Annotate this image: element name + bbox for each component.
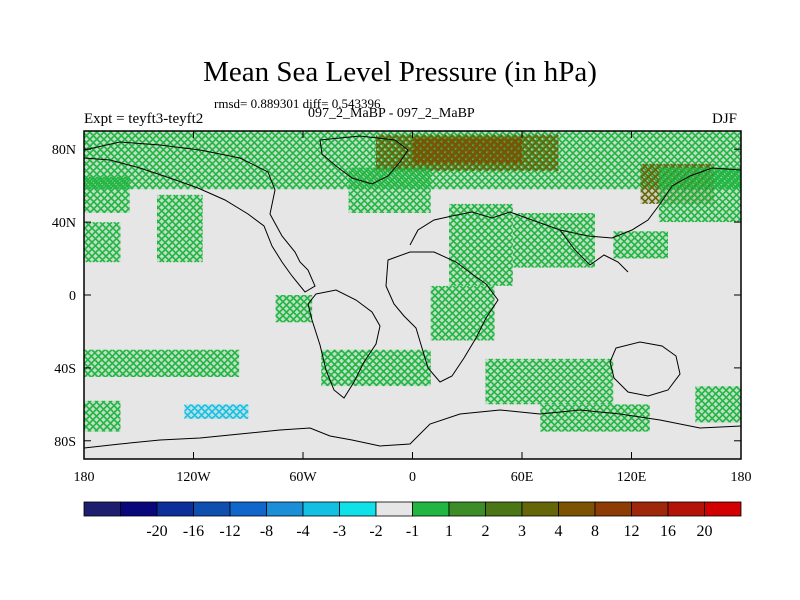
anomaly-region <box>184 404 249 419</box>
anomaly-region <box>84 400 121 432</box>
colorbar-swatch <box>704 501 742 517</box>
anomaly-region <box>695 386 741 423</box>
coastline-greenland <box>319 135 409 185</box>
anomaly-region <box>430 285 495 341</box>
colorbar-label: 4 <box>555 523 563 540</box>
anomaly-region <box>84 222 121 263</box>
x-tick-label: 120W <box>176 470 211 485</box>
colorbar-label: 1 <box>445 523 453 540</box>
anomaly-region <box>540 404 650 432</box>
anomaly-region <box>157 194 203 263</box>
anomaly-region <box>485 358 614 405</box>
y-tick-label: 80N <box>52 143 76 158</box>
coastline-antarctica <box>84 409 741 449</box>
colorbar-label: -1 <box>406 523 419 540</box>
y-tick-label: 40N <box>52 216 76 231</box>
anomaly-region <box>512 213 595 268</box>
anomaly-region <box>84 176 130 213</box>
colorbar-label: 16 <box>660 523 676 540</box>
anomaly-region <box>613 231 668 259</box>
anomaly-region <box>84 349 240 377</box>
anomaly-region <box>275 295 313 323</box>
colorbar-swatch <box>485 501 523 517</box>
colorbar-swatch <box>375 501 413 517</box>
colorbar-label: -20 <box>146 523 167 540</box>
colorbar-swatch <box>302 501 340 517</box>
colorbar-swatch <box>521 501 559 517</box>
colorbar-label: 3 <box>518 523 526 540</box>
x-tick-label: 180 <box>74 470 95 485</box>
coastline-australia <box>609 341 681 397</box>
anomaly-region <box>412 138 522 164</box>
y-tick-label: 0 <box>69 289 76 304</box>
colorbar-label: 12 <box>624 523 640 540</box>
colorbar-swatch <box>266 501 304 517</box>
colorbar-swatch <box>631 501 669 517</box>
colorbar-swatch <box>448 501 486 517</box>
axes: 180 120W 60W 0 60E 120E 180 80N 40N 0 40S 80S <box>52 131 752 485</box>
stats-text: rmsd= 0.889301 diff= 0.543396 <box>214 96 381 111</box>
colorbar: -20 -16 -12 -8 -4 -3 -2 -1 1 2 3 4 8 12 16 20 <box>83 501 742 540</box>
colorbar-label: -8 <box>260 523 273 540</box>
coastline-africa <box>385 251 499 383</box>
anomaly-region <box>449 203 513 286</box>
colorbar-swatch <box>83 501 121 517</box>
colorbar-swatch <box>156 501 194 517</box>
coastline-north-america <box>84 141 316 293</box>
x-tick-label: 120E <box>617 470 647 485</box>
anomaly-region <box>348 167 431 213</box>
coastlines <box>84 135 741 449</box>
colorbar-swatch <box>594 501 632 517</box>
coastline-eurasia <box>409 167 741 273</box>
anomaly-region <box>321 349 431 387</box>
x-tick-label: 0 <box>409 470 416 485</box>
colorbar-swatch <box>558 501 596 517</box>
anomaly-region <box>658 167 741 223</box>
center-label: 097_2_MaBP - 097_2_MaBP <box>308 106 475 121</box>
x-tick-label: 180 <box>731 470 752 485</box>
x-tick-label: 60W <box>289 470 317 485</box>
season-label: DJF <box>712 111 738 127</box>
colorbar-label: 2 <box>482 523 490 540</box>
colorbar-swatch <box>229 501 267 517</box>
colorbar-label: 20 <box>697 523 713 540</box>
colorbar-label: -12 <box>219 523 240 540</box>
x-tick-label: 60E <box>511 470 534 485</box>
y-tick-label: 40S <box>54 362 76 377</box>
coastline-south-america <box>307 289 381 399</box>
colorbar-swatch <box>193 501 231 517</box>
colorbar-swatch <box>120 501 158 517</box>
colorbar-label: 8 <box>591 523 599 540</box>
colorbar-swatch <box>339 501 377 517</box>
y-tick-label: 80S <box>54 435 76 450</box>
colorbar-swatch <box>412 501 450 517</box>
colorbar-label: -16 <box>183 523 204 540</box>
colorbar-label: -3 <box>333 523 346 540</box>
colorbar-label: -4 <box>296 523 309 540</box>
colorbar-label: -2 <box>369 523 382 540</box>
experiment-label: Expt = teyft3-teyft2 <box>84 111 204 127</box>
colorbar-swatch <box>667 501 705 517</box>
chart-title: Mean Sea Level Pressure (in hPa) <box>203 56 597 88</box>
